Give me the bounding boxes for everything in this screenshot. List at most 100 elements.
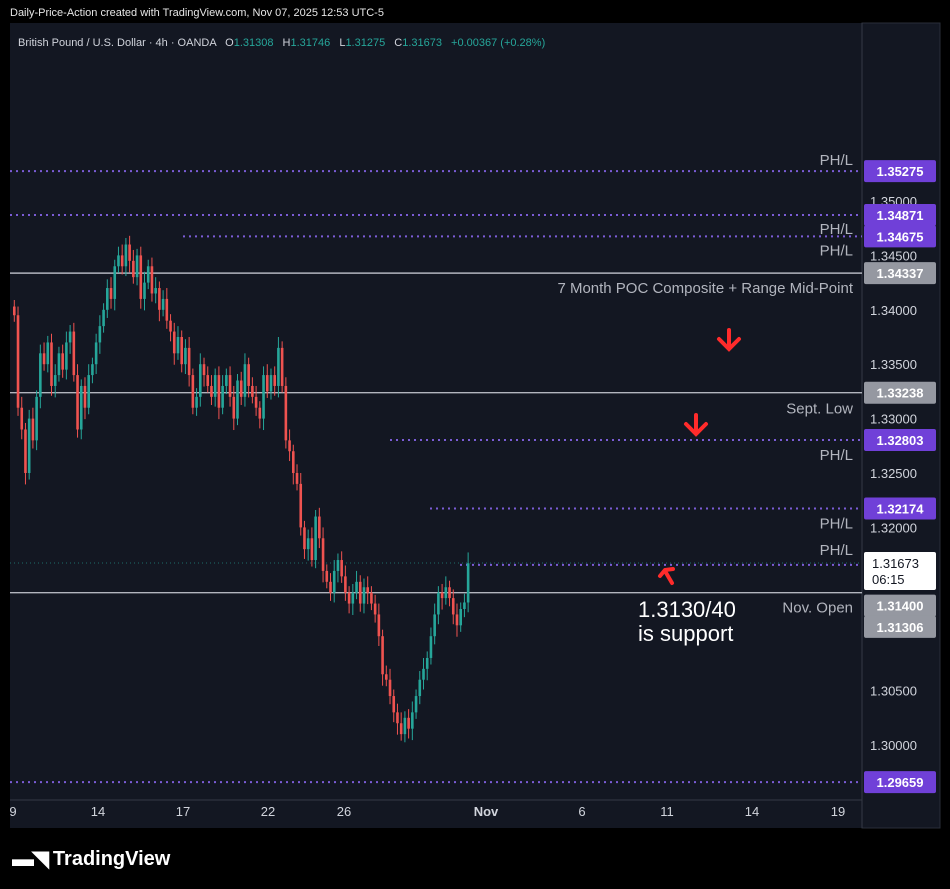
price-tag-box [864, 497, 936, 520]
x-tick-label: Nov [474, 804, 499, 819]
candle-body [221, 385, 224, 408]
candle-body [433, 614, 436, 637]
candle-body [414, 696, 418, 713]
tradingview-logo: ▬◥ TradingView [12, 846, 170, 872]
level-note: PH/L [820, 515, 853, 532]
level-note: PH/L [820, 542, 853, 559]
candle-body [340, 560, 343, 577]
price-tag-box [864, 225, 936, 248]
candle-body [57, 353, 61, 376]
y-tick-label: 1.30000 [870, 738, 917, 753]
candle-body [314, 516, 317, 561]
candle-body [451, 598, 455, 615]
candle-body [16, 315, 20, 408]
x-tick-label: 22 [261, 804, 275, 819]
x-tick-label: 9 [9, 804, 16, 819]
y-tick-label: 1.33000 [870, 412, 917, 427]
annotation-line-2: is support [638, 621, 733, 646]
candle-body [132, 260, 135, 278]
candle-body [139, 255, 143, 299]
x-tick-label: 11 [660, 804, 674, 819]
plot-background [10, 23, 862, 828]
candle-body [295, 473, 299, 484]
candle-body [251, 385, 254, 397]
candle-body [444, 587, 448, 599]
candle-body [106, 288, 109, 310]
candle-body [399, 723, 403, 735]
candle-body [27, 418, 31, 473]
candle-body [102, 309, 105, 327]
candle-body [143, 282, 146, 299]
candle-body [288, 440, 291, 452]
candle-body [411, 712, 414, 729]
level-note: PH/L [820, 152, 853, 169]
x-tick-label: 19 [831, 804, 845, 819]
candle-body [210, 385, 213, 397]
candle-body [135, 255, 139, 278]
candle-body [459, 609, 462, 626]
down-arrow-icon [684, 413, 708, 437]
candle-body [258, 407, 262, 419]
y-tick-label: 1.32000 [870, 520, 917, 535]
candle-body [72, 331, 76, 376]
candle-body [228, 375, 232, 397]
price-tag-box [864, 204, 936, 227]
candle-body [50, 342, 53, 386]
candle-body [347, 592, 351, 604]
price-tag-box [864, 615, 936, 638]
candle-body [61, 353, 64, 370]
candle-body [239, 380, 243, 397]
candle-body [385, 674, 388, 680]
candle-body [306, 538, 310, 550]
price-tag-label: 1.31306 [877, 620, 924, 635]
price-tag-box [864, 594, 936, 617]
candle-body [120, 255, 124, 267]
price-tag-box [864, 771, 936, 794]
candle-body [429, 636, 433, 658]
candle-body [91, 364, 94, 376]
candle-body [284, 385, 288, 441]
candle-body [20, 407, 24, 430]
y-tick-label: 1.33500 [870, 357, 917, 372]
candle-body [146, 266, 150, 283]
level-note: Nov. Open [782, 600, 853, 617]
candle-body [265, 375, 269, 392]
candle-body [94, 342, 98, 365]
x-tick-label: 14 [91, 804, 105, 819]
candle-body [336, 560, 340, 571]
candle-body [280, 347, 284, 386]
candle-body [161, 298, 165, 310]
y-tick-label: 1.30500 [870, 684, 917, 699]
y-tick-label: 1.32500 [870, 466, 917, 481]
candle-body [403, 717, 407, 735]
candle-body [35, 396, 38, 441]
level-note: 7 Month POC Composite + Range Mid-Point [557, 280, 853, 297]
x-tick-label: 17 [176, 804, 190, 819]
candle-body [463, 602, 466, 609]
candle-body [213, 375, 217, 397]
candle-body [344, 576, 347, 593]
price-tag-label: 1.34337 [877, 266, 924, 281]
candle-body [243, 364, 247, 397]
candle-body [325, 570, 329, 582]
candle-body [68, 331, 72, 343]
price-tag-box [864, 160, 936, 183]
candle-body [269, 375, 273, 392]
price-tag-label: 1.32174 [877, 501, 925, 516]
candle-body [42, 353, 46, 365]
price-tag-label: 1.34871 [877, 208, 924, 223]
candle-body [202, 364, 206, 376]
candle-body [184, 347, 187, 365]
candle-body [13, 306, 16, 316]
candle-body [273, 375, 276, 386]
countdown-label: 06:15 [872, 572, 905, 587]
candle-body [39, 353, 42, 397]
x-tick-label: 14 [745, 804, 759, 819]
candle-body [79, 385, 83, 430]
candle-body [321, 538, 325, 571]
level-note: PH/L [820, 447, 853, 464]
candle-body [199, 364, 202, 397]
candle-body [422, 668, 425, 680]
price-tag-label: 1.31400 [877, 599, 924, 614]
